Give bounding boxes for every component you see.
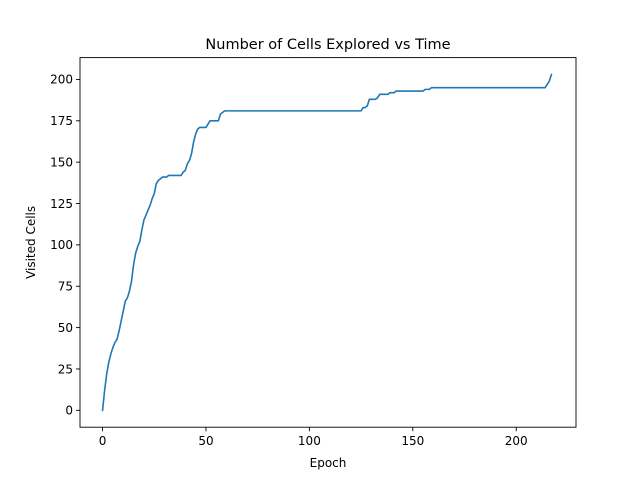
y-tick-label: 150 bbox=[50, 155, 73, 169]
x-tick-label: 50 bbox=[198, 434, 213, 448]
x-tick-label: 0 bbox=[99, 434, 107, 448]
x-axis-ticks: 0 50 100 150 200 bbox=[99, 427, 528, 448]
y-axis-ticks: 0 25 50 75 100 125 150 175 200 bbox=[50, 73, 80, 418]
chart-title: Number of Cells Explored vs Time bbox=[205, 37, 450, 53]
y-tick-label: 125 bbox=[50, 197, 73, 211]
y-axis-label: Visited Cells bbox=[24, 206, 38, 279]
x-tick-label: 150 bbox=[401, 434, 424, 448]
y-tick-label: 75 bbox=[58, 280, 73, 294]
y-tick-label: 200 bbox=[50, 73, 73, 87]
y-tick-label: 100 bbox=[50, 238, 73, 252]
y-tick-label: 175 bbox=[50, 114, 73, 128]
x-axis-label: Epoch bbox=[310, 456, 347, 470]
y-tick-label: 50 bbox=[58, 321, 73, 335]
plot-frame bbox=[79, 57, 577, 428]
y-tick-label: 25 bbox=[58, 362, 73, 376]
y-tick-label: 0 bbox=[65, 404, 73, 418]
plot-marks bbox=[101, 73, 553, 412]
series-line-0 bbox=[101, 73, 553, 412]
x-tick-label: 200 bbox=[505, 434, 528, 448]
x-tick-label: 100 bbox=[298, 434, 321, 448]
